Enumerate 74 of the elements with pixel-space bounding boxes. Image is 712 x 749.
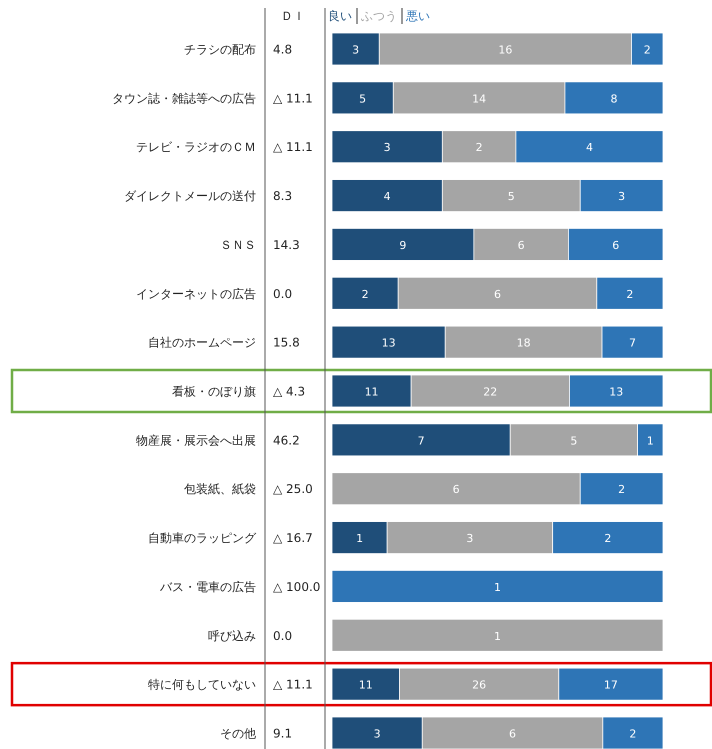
text: 14.3 <box>273 238 300 252</box>
text: △ 4.3 <box>273 384 306 398</box>
data-label: 2 <box>362 288 369 301</box>
data-label: 22 <box>483 386 498 398</box>
text: 8.3 <box>273 189 292 204</box>
text: 悪い <box>405 9 430 23</box>
data-label: 3 <box>466 532 474 546</box>
data-label: 13 <box>382 336 396 350</box>
data-label: 14 <box>472 92 486 106</box>
data-label: 2 <box>629 728 636 740</box>
y-tick-label: 包装紙、紙袋 <box>184 482 256 496</box>
data-label: 26 <box>472 678 486 692</box>
text: △ 11.1 <box>273 678 313 692</box>
data-label: 3 <box>384 141 391 154</box>
y-tick-label: 看板・のぼり旗 <box>172 384 256 398</box>
data-label: 4 <box>586 141 593 154</box>
data-label: 1 <box>494 580 501 594</box>
text: 0.0 <box>273 628 292 643</box>
text: △ 100.0 <box>273 580 320 594</box>
y-tick-label: 自社のホームページ <box>148 336 256 350</box>
text: 46.2 <box>273 433 300 448</box>
data-label: 2 <box>626 288 634 301</box>
data-label: 7 <box>629 336 636 350</box>
text: 15.8 <box>273 336 300 350</box>
data-label: 5 <box>359 92 366 106</box>
data-label: 2 <box>476 141 483 154</box>
y-tick-label: 自動車のラッピング <box>148 531 257 546</box>
text: △ 11.1 <box>273 140 313 154</box>
y-tick-label: チラシの配布 <box>184 42 256 56</box>
data-label: 2 <box>618 483 626 496</box>
text: ＤＩ <box>281 9 305 23</box>
y-tick-label: 物産展・展示会へ出展 <box>136 433 256 448</box>
y-tick-label: 特に何もしていない <box>148 678 256 692</box>
data-label: 18 <box>516 336 531 350</box>
y-tick-label: テレビ・ラジオのＣＭ <box>136 140 256 154</box>
data-label: 6 <box>612 238 620 252</box>
y-tick-label: ダイレクトメールの送付 <box>124 189 256 204</box>
data-label: 9 <box>399 238 406 252</box>
y-tick-label: その他 <box>220 726 256 740</box>
data-label: 3 <box>352 44 360 56</box>
data-label: 1 <box>356 532 364 546</box>
y-tick-label: バス・電車の広告 <box>159 580 256 594</box>
series-label: ふつう <box>360 9 397 23</box>
data-label: 5 <box>508 190 515 204</box>
data-label: 1 <box>494 630 501 643</box>
data-label: 6 <box>452 483 460 496</box>
data-label: 17 <box>604 678 618 692</box>
text: △ 11.1 <box>273 91 313 106</box>
text: 9.1 <box>273 726 292 740</box>
data-label: 1 <box>646 434 654 448</box>
data-label: 11 <box>364 386 379 398</box>
data-label: 4 <box>384 190 391 204</box>
data-label: 5 <box>570 434 578 448</box>
text: △ 16.7 <box>273 531 313 546</box>
y-tick-label: 呼び込み <box>208 628 256 643</box>
data-label: 6 <box>509 728 516 740</box>
data-label: 2 <box>604 532 612 546</box>
text: 0.0 <box>273 286 292 301</box>
y-tick-label: ＳＮＳ <box>220 238 256 252</box>
series-label: 良い <box>328 9 352 23</box>
data-label: 6 <box>494 288 501 301</box>
y-tick-label: インターネットの広告 <box>136 286 256 301</box>
data-label: 16 <box>498 44 512 56</box>
data-label: 11 <box>358 678 373 692</box>
data-label: 3 <box>374 728 381 740</box>
text: △ 25.0 <box>273 482 313 496</box>
data-label: 13 <box>609 386 624 398</box>
data-label: 2 <box>644 44 651 56</box>
data-label: 3 <box>618 190 626 204</box>
data-label: 7 <box>418 434 425 448</box>
data-label: 8 <box>610 92 618 106</box>
y-tick-label: タウン誌・雑誌等への広告 <box>112 91 256 106</box>
data-label: 6 <box>518 238 525 252</box>
text: 4.8 <box>273 42 292 56</box>
